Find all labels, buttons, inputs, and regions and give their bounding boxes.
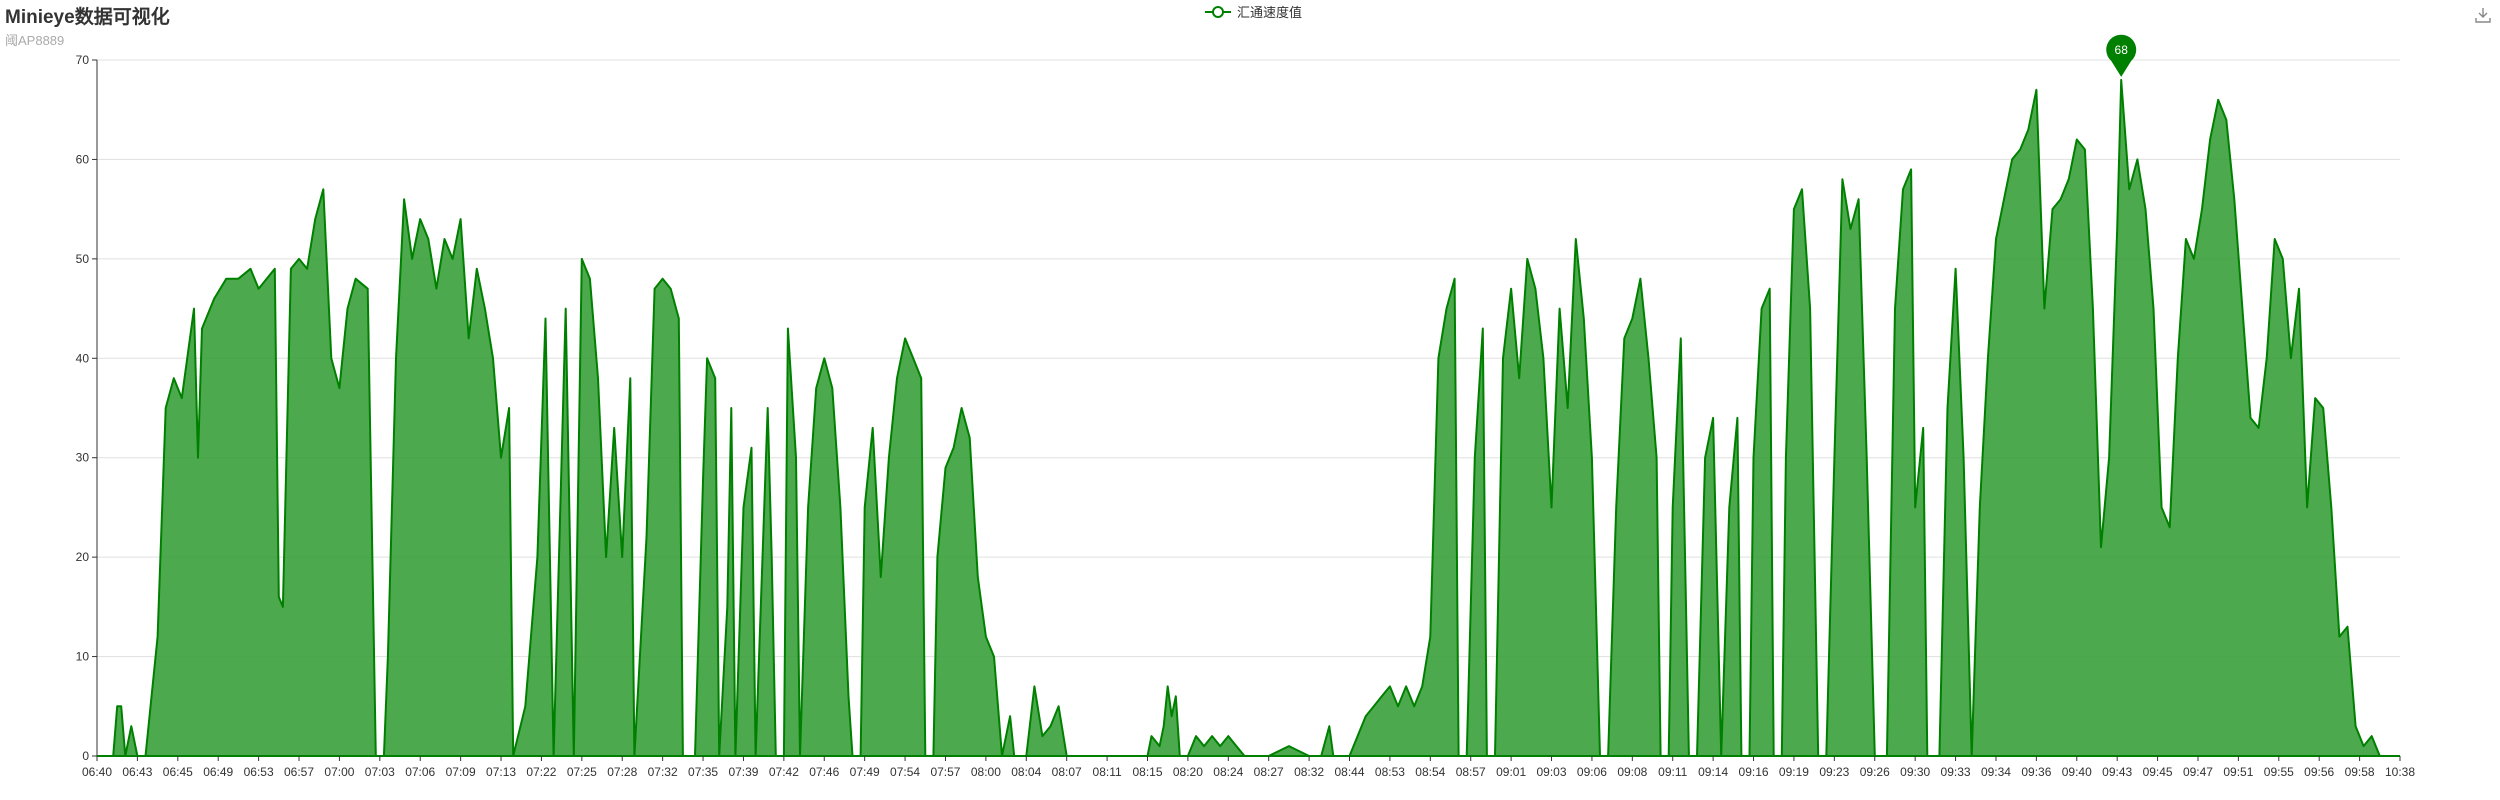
x-tick-label: 08:44 (1334, 765, 1364, 779)
x-tick-label: 07:46 (809, 765, 839, 779)
y-tick-label: 70 (76, 53, 90, 67)
legend-label: 汇通速度值 (1237, 5, 1303, 20)
x-tick-label: 09:14 (1698, 765, 1728, 779)
x-tick-label: 07:32 (648, 765, 678, 779)
x-tick-label: 09:47 (2183, 765, 2213, 779)
x-tick-label: 08:32 (1294, 765, 1324, 779)
x-tick-label: 07:39 (728, 765, 758, 779)
x-tick-label: 09:08 (1617, 765, 1647, 779)
x-tick-label: 09:11 (1658, 765, 1687, 779)
x-tick-label: 09:43 (2102, 765, 2132, 779)
series-area (97, 79, 2400, 756)
x-tick-label: 09:36 (2021, 765, 2051, 779)
x-tick-label: 06:40 (82, 765, 112, 779)
download-icon[interactable] (2474, 6, 2492, 24)
legend-marker-icon (1205, 5, 1231, 18)
x-tick-label: 08:27 (1254, 765, 1284, 779)
y-tick-label: 40 (76, 351, 90, 365)
x-tick-label: 07:49 (850, 765, 880, 779)
x-tick-label: 06:45 (163, 765, 193, 779)
x-tick-label: 09:06 (1577, 765, 1607, 779)
x-tick-label: 08:00 (971, 765, 1001, 779)
x-tick-label: 08:07 (1052, 765, 1082, 779)
x-tick-label: 07:35 (688, 765, 718, 779)
x-tick-label: 09:26 (1860, 765, 1890, 779)
x-tick-label: 07:54 (890, 765, 920, 779)
y-tick-label: 60 (76, 152, 90, 166)
x-tick-label: 09:40 (2062, 765, 2092, 779)
x-tick-label: 07:09 (446, 765, 476, 779)
y-tick-label: 20 (76, 550, 90, 564)
x-tick-label: 08:53 (1375, 765, 1405, 779)
x-tick-label: 09:51 (2223, 765, 2253, 779)
x-tick-label: 07:06 (405, 765, 435, 779)
x-tick-label: 09:34 (1981, 765, 2011, 779)
max-point-pin (2106, 34, 2137, 77)
x-tick-label: 09:23 (1819, 765, 1849, 779)
x-tick-label: 06:43 (122, 765, 152, 779)
y-tick-label: 0 (82, 749, 89, 763)
x-tick-label: 08:24 (1213, 765, 1243, 779)
series-line (97, 78, 2400, 757)
x-tick-label: 07:13 (486, 765, 516, 779)
x-tick-label: 08:20 (1173, 765, 1203, 779)
x-tick-label: 08:04 (1011, 765, 1041, 779)
x-tick-label: 10:38 (2385, 765, 2415, 779)
x-tick-label: 09:30 (1900, 765, 1930, 779)
x-tick-label: 07:28 (607, 765, 637, 779)
legend[interactable]: 汇通速度值 (1205, 2, 1302, 21)
chart-title: Minieye数据可视化 (5, 7, 170, 28)
x-tick-label: 09:56 (2304, 765, 2334, 779)
x-tick-label: 06:53 (244, 765, 274, 779)
y-tick-label: 30 (76, 451, 90, 465)
x-tick-label: 08:57 (1456, 765, 1486, 779)
x-tick-label: 08:11 (1093, 765, 1122, 779)
y-tick-label: 10 (76, 650, 90, 664)
x-tick-label: 07:22 (526, 765, 556, 779)
x-tick-label: 07:00 (324, 765, 354, 779)
x-tick-label: 07:42 (769, 765, 799, 779)
chart-subtitle: 阈AP8889 (5, 33, 65, 48)
x-tick-label: 09:01 (1496, 765, 1526, 779)
x-tick-label: 09:16 (1739, 765, 1769, 779)
x-tick-label: 07:25 (567, 765, 597, 779)
x-tick-label: 08:15 (1132, 765, 1162, 779)
x-tick-label: 06:57 (284, 765, 314, 779)
x-tick-label: 09:19 (1779, 765, 1809, 779)
x-tick-label: 09:45 (2143, 765, 2173, 779)
x-tick-label: 07:57 (930, 765, 960, 779)
x-tick-label: 07:03 (365, 765, 395, 779)
max-point-label: 68 (2115, 43, 2129, 57)
x-tick-label: 08:54 (1415, 765, 1445, 779)
x-tick-label: 06:49 (203, 765, 233, 779)
y-tick-label: 50 (76, 252, 90, 266)
x-tick-label: 09:58 (2345, 765, 2375, 779)
x-tick-label: 09:55 (2264, 765, 2294, 779)
x-tick-label: 09:33 (1941, 765, 1971, 779)
x-tick-label: 09:03 (1537, 765, 1567, 779)
